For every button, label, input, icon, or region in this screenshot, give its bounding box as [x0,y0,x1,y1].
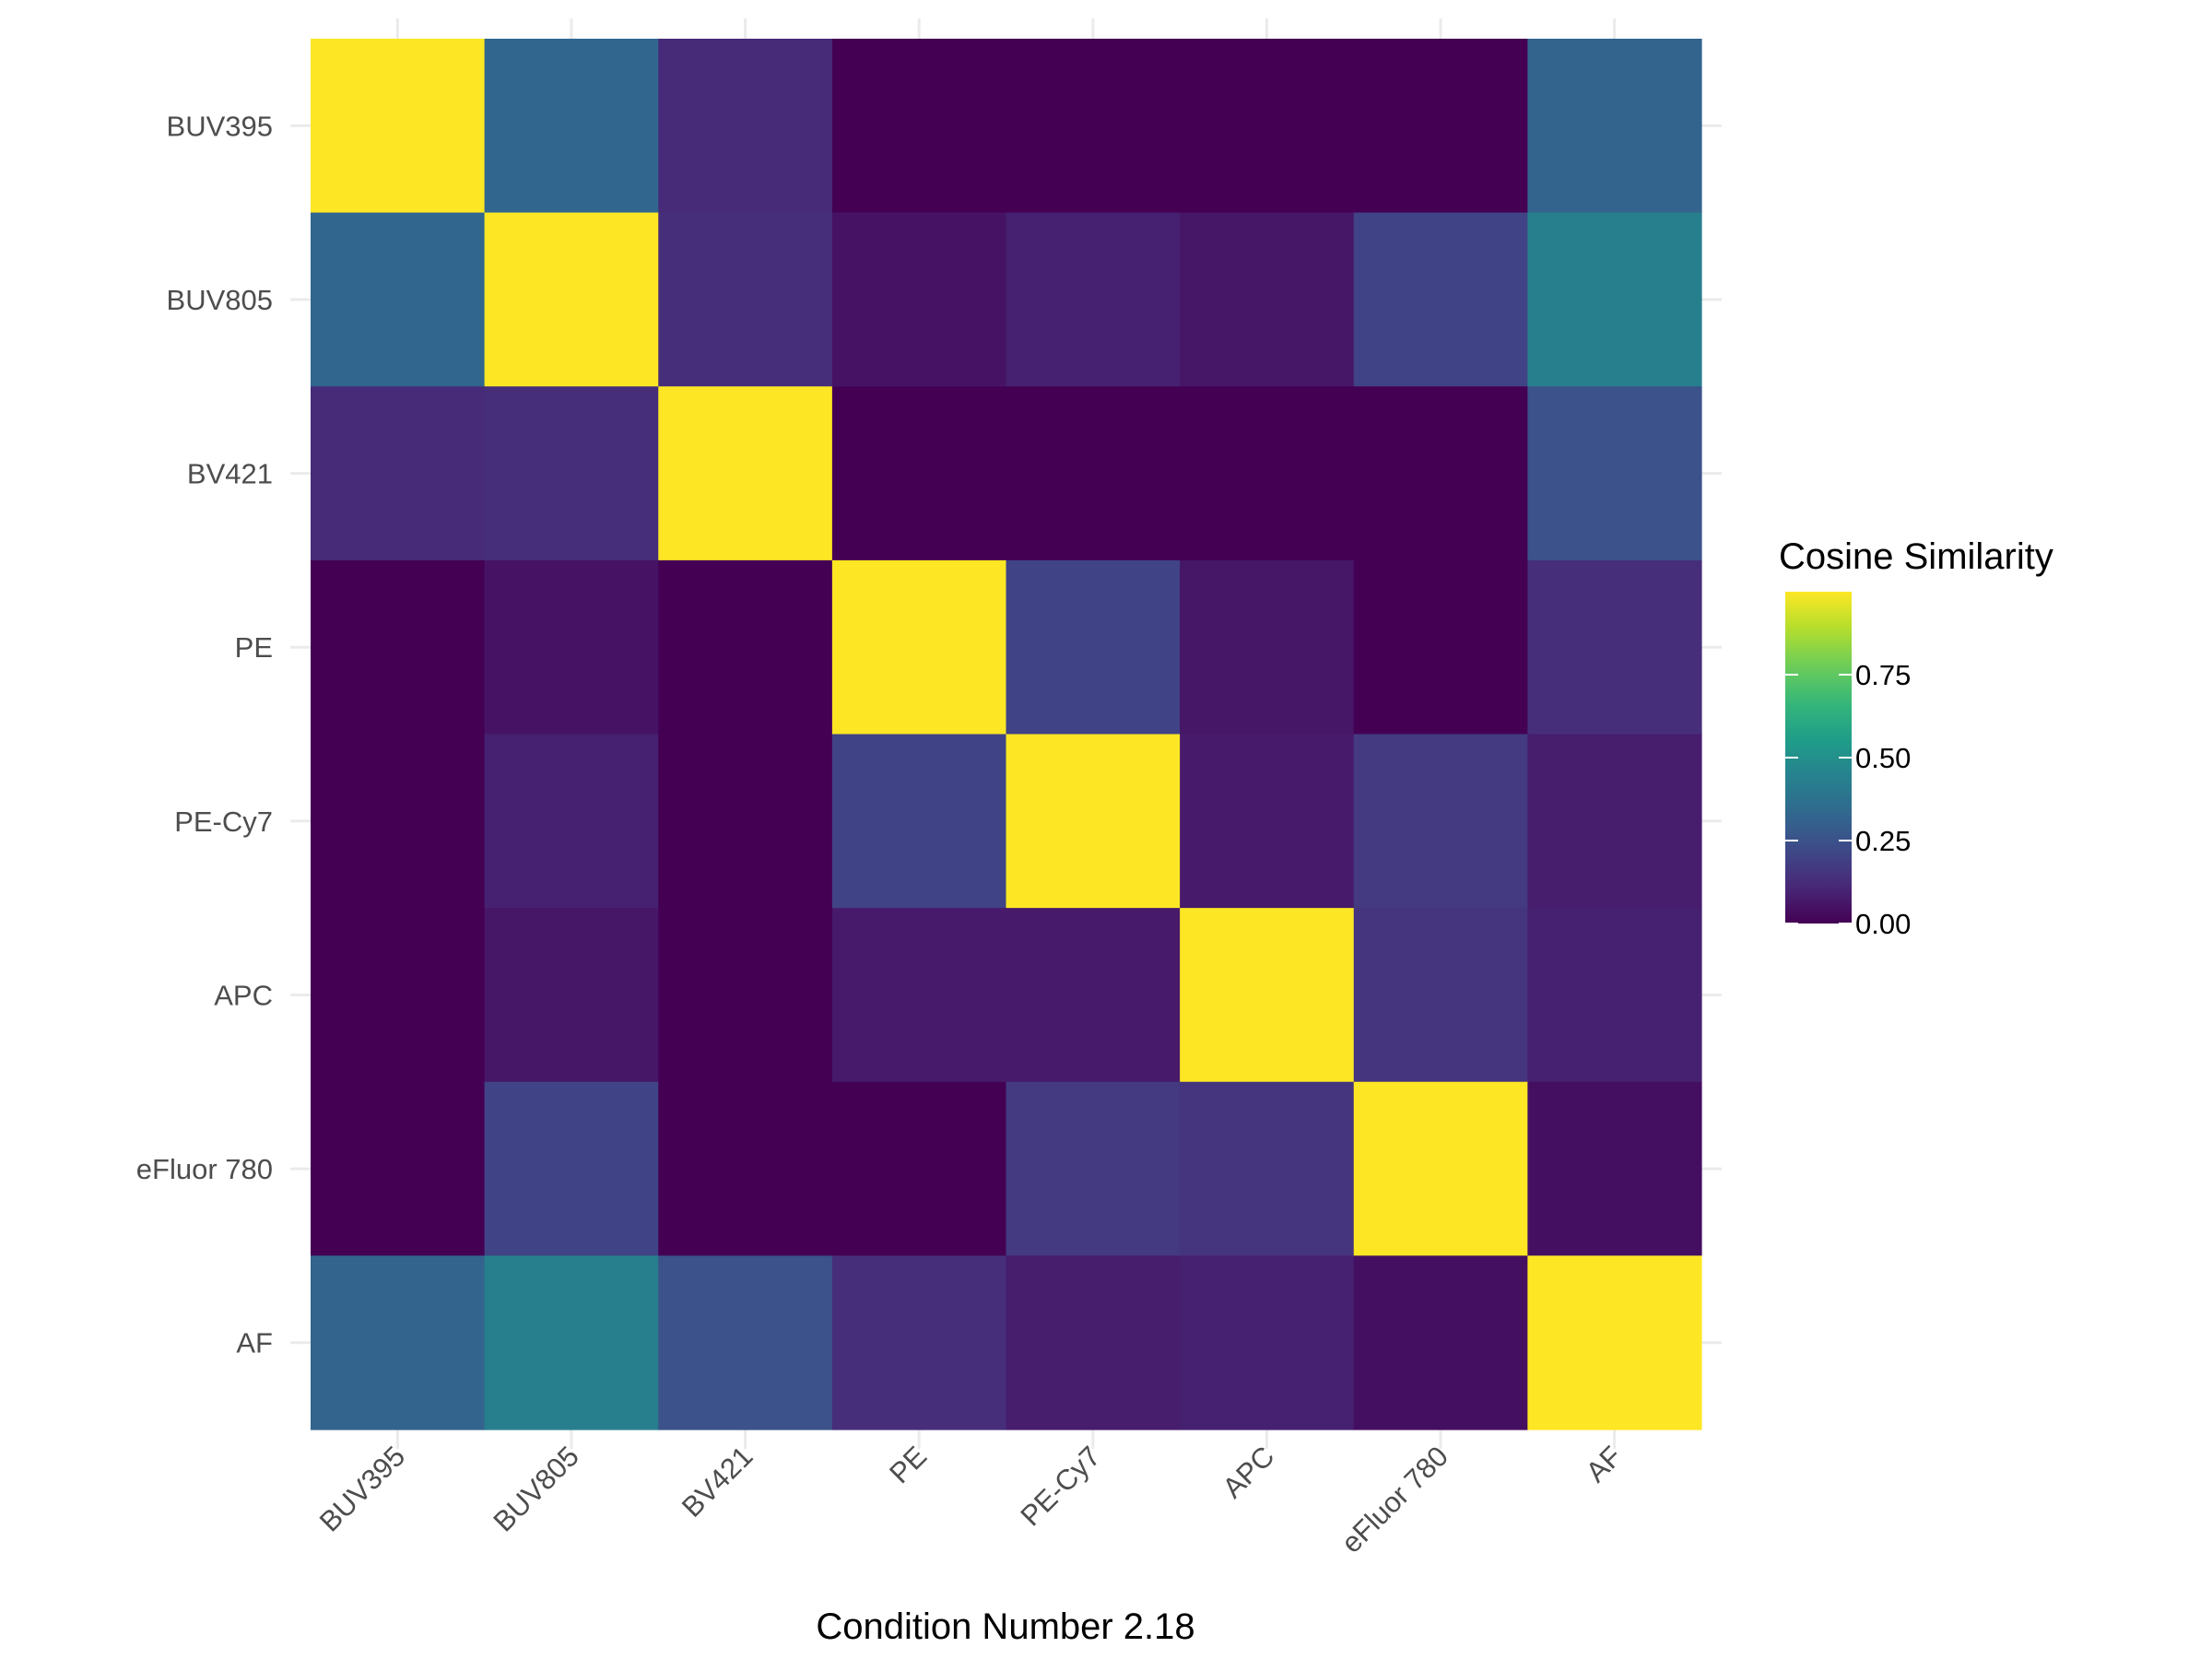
heatmap-cell [658,39,833,214]
y-tick-label: PE-Cy7 [174,806,273,838]
heatmap-cell [1180,386,1355,561]
y-axis-labels: BUV395 BUV805 BV421 PE PE-Cy7 APC eFluor 780 AF [136,110,273,1359]
heatmap-cell [831,212,1007,387]
heatmap-cell [1527,386,1702,561]
heatmap-cell [1353,734,1528,909]
x-tick-label: BUV395 [313,1440,411,1537]
heatmap-cell [484,734,659,909]
heatmap-cell [1353,1255,1528,1430]
heatmap-cell [311,734,486,909]
y-tick-label: PE [235,631,273,664]
heatmap-cell [1180,559,1355,735]
legend-tick-label: 0.25 [1855,825,1911,857]
heatmap-cell [1527,1081,1702,1256]
y-tick-label: BUV805 [167,284,273,316]
heatmap-cell [1180,908,1355,1083]
heatmap-cell [1006,1255,1181,1430]
heatmap-cell [311,559,486,735]
y-tick-label: BUV395 [167,110,273,142]
x-axis-labels: BUV395 BUV805 BV421 PE PE-Cy7 APC eFluor 780 AF [313,1440,1629,1559]
heatmap-cell [1353,908,1528,1083]
heatmap-cell [1353,39,1528,214]
heatmap-cell [658,212,833,387]
x-tick-label: APC [1217,1440,1281,1504]
heatmap-cell [1353,1081,1528,1256]
heatmap-cell [831,39,1007,214]
heatmap-cell [1527,559,1702,735]
heatmap-cell [658,734,833,909]
heatmap-cell [1006,386,1181,561]
x-axis-title: Condition Number 2.18 [816,1606,1194,1647]
heatmap-cell [831,1081,1007,1256]
legend-tick-label: 0.00 [1855,908,1911,940]
heatmap-cell [1180,212,1355,387]
legend-tick-label: 0.50 [1855,742,1911,774]
heatmap-cell [831,1255,1007,1430]
heatmap-cell [484,39,659,214]
y-tick-label: eFluor 780 [136,1153,273,1185]
x-tick-label: AF [1580,1440,1629,1488]
color-legend: Cosine Similarity 0.00 0.25 0.50 0.75 [1779,536,2053,940]
heatmap-cell [831,734,1007,909]
heatmap-cell [658,559,833,735]
heatmap-cell [1006,1081,1181,1256]
y-tick-label: APC [214,979,273,1011]
heatmap-cell [484,1255,659,1430]
y-tick-label: AF [236,1327,273,1359]
heatmap-cell [484,212,659,387]
heatmap-cell [311,1255,486,1430]
heatmap-cell [831,559,1007,735]
heatmap-cell [311,1081,486,1256]
heatmap-cell [1180,1255,1355,1430]
heatmap-cell [658,908,833,1083]
heatmap-cells [311,39,1702,1430]
heatmap-cell [1527,1255,1702,1430]
x-tick-label: BV421 [676,1440,759,1524]
heatmap-cell [311,386,486,561]
x-tick-label: PE [883,1440,933,1489]
heatmap-cell [1353,386,1528,561]
heatmap-cell [1006,908,1181,1083]
heatmap-cell [1353,559,1528,735]
heatmap-cell [831,908,1007,1083]
legend-title: Cosine Similarity [1779,536,2053,577]
y-tick-label: BV421 [187,458,273,490]
x-tick-label: PE-Cy7 [1014,1440,1106,1532]
heatmap-cell [658,1255,833,1430]
legend-tick-label: 0.75 [1855,659,1911,691]
heatmap-cell [484,1081,659,1256]
heatmap-cell [1353,212,1528,387]
heatmap-cell [1180,39,1355,214]
heatmap-cell [1527,212,1702,387]
heatmap-cell [831,386,1007,561]
heatmap-cell [658,1081,833,1256]
heatmap-cell [1006,39,1181,214]
heatmap-cell [1006,734,1181,909]
heatmap-cell [1527,908,1702,1083]
heatmap-cell [1180,1081,1355,1256]
heatmap-cell [484,908,659,1083]
heatmap-cell [484,386,659,561]
heatmap-cell [1006,559,1181,735]
heatmap-cell [484,559,659,735]
heatmap-cell [1527,734,1702,909]
heatmap-cell [311,908,486,1083]
x-tick-label: eFluor 780 [1335,1440,1454,1559]
heatmap-cell [658,386,833,561]
x-tick-label: BUV805 [487,1440,584,1537]
heatmap-cell [1180,734,1355,909]
heatmap-cell [311,39,486,214]
heatmap-cell [311,212,486,387]
heatmap-cell [1527,39,1702,214]
heatmap-cell [1006,212,1181,387]
